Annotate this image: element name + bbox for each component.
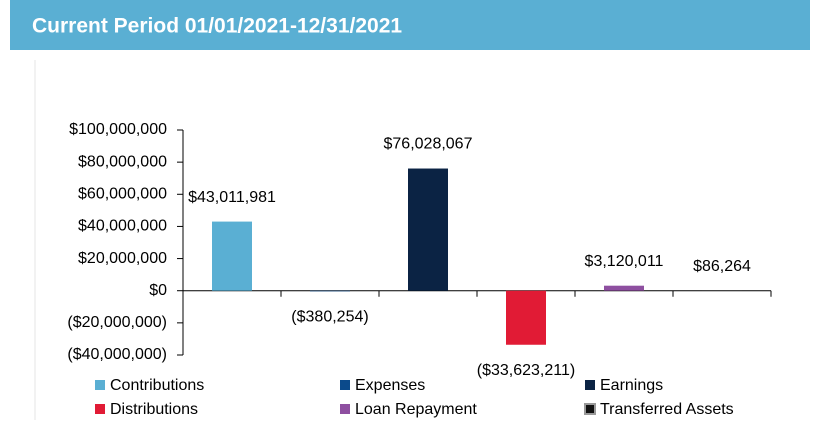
bar (408, 168, 448, 291)
data-label: $43,011,981 (188, 189, 276, 206)
legend-swatch (584, 403, 596, 415)
bar (212, 221, 252, 291)
bar (506, 290, 546, 345)
legend-swatch (340, 380, 350, 390)
y-tick-label: $60,000,000 (78, 186, 167, 203)
y-tick-label: $0 (149, 282, 167, 299)
y-tick-label: $20,000,000 (78, 250, 167, 267)
data-label: $76,028,067 (384, 136, 473, 153)
legend-label: Expenses (355, 377, 425, 394)
legend-label: Earnings (600, 377, 663, 394)
legend-swatch (95, 380, 105, 390)
data-label: ($380,254) (291, 309, 368, 326)
legend-swatch (585, 380, 595, 390)
legend-swatch (340, 404, 350, 414)
y-tick-label: ($20,000,000) (67, 314, 167, 331)
y-tick-label: $40,000,000 (78, 218, 167, 235)
chart-title: Current Period 01/01/2021-12/31/2021 (32, 15, 402, 38)
y-tick-label: ($40,000,000) (67, 346, 167, 363)
legend-label: Transferred Assets (600, 401, 734, 418)
y-tick-label: $80,000,000 (78, 153, 167, 170)
legend-swatch (95, 404, 105, 414)
data-label: ($33,623,211) (477, 362, 575, 379)
bar (604, 285, 644, 291)
y-tick-label: $100,000,000 (69, 121, 167, 138)
header-bar (10, 0, 810, 50)
data-label: $86,264 (693, 258, 751, 275)
data-label: $3,120,011 (585, 253, 664, 270)
legend-label: Contributions (110, 377, 204, 394)
legend-label: Loan Repayment (355, 401, 477, 418)
legend-label: Distributions (110, 401, 198, 418)
bar (310, 290, 350, 292)
